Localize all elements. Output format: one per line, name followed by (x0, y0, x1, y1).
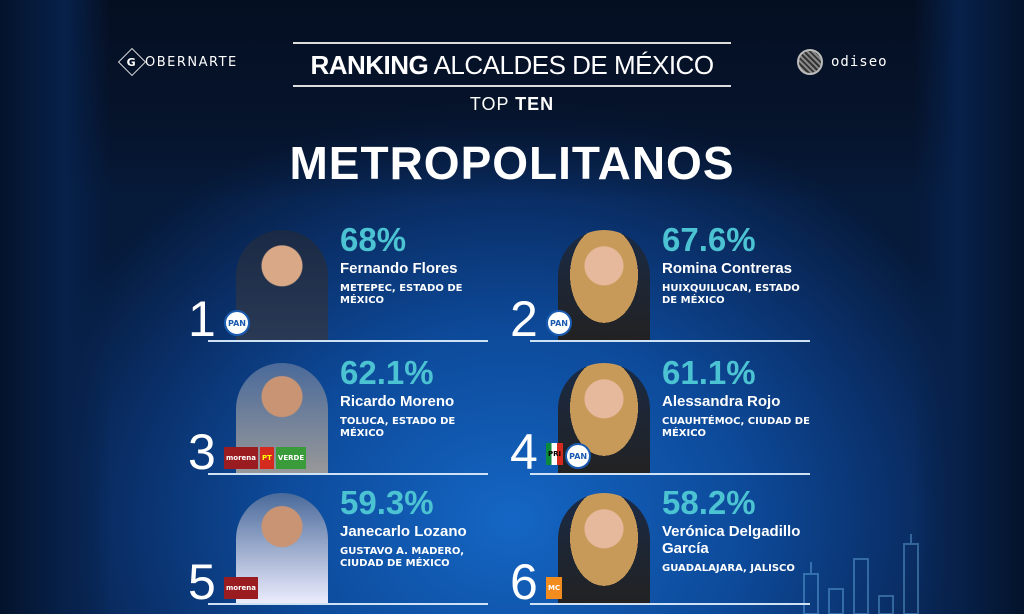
background-edge (0, 0, 110, 614)
party-logo-pri: PRI (546, 443, 564, 465)
rank-number: 2 (510, 291, 538, 347)
mayor-location: GUSTAVO A. MADERO, CIUDAD DE MÉXICO (340, 546, 464, 569)
mayor-photo (558, 230, 650, 342)
approval-percent: 58.2% (662, 484, 756, 521)
rank-number: 5 (188, 554, 216, 610)
party-badges: PRI PAN (546, 443, 592, 469)
approval-percent: 62.1% (340, 354, 434, 391)
party-logo-pan: PAN (224, 310, 250, 336)
mayor-info: 59.3% Janecarlo Lozano GUSTAVO A. MADERO… (340, 485, 488, 570)
rank-number: 3 (188, 424, 216, 480)
party-logo-pan: PAN (565, 443, 592, 469)
ranking-card: 3 morena PT VERDE 62.1% Ricardo Moreno TOL… (188, 355, 488, 480)
card-underline (208, 603, 488, 605)
party-logo-mc: MC (546, 577, 563, 599)
mayor-location: CUAUHTÉMOC, CIUDAD DE MÉXICO (662, 416, 810, 439)
ranking-card: 6 MC 58.2% Verónica Delgadillo García GU… (510, 485, 810, 610)
background-shade (0, 0, 1024, 200)
ranking-card: 1 PAN 68% Fernando Flores METEPEC, ESTAD… (188, 222, 488, 347)
candlestick-decoration (803, 534, 919, 614)
party-badges: PAN (546, 310, 572, 336)
mayor-name: Ricardo Moreno (340, 393, 455, 410)
mayor-info: 61.1% Alessandra Rojo CUAUHTÉMOC, CIUDAD… (662, 355, 810, 440)
party-logo-pt: PT (260, 447, 274, 469)
mayor-info: 62.1% Ricardo Moreno TOLUCA, ESTADO DE M… (340, 355, 488, 440)
title-rule-top (293, 42, 731, 44)
mayor-name: Romina Contreras (662, 260, 793, 277)
approval-percent: 61.1% (662, 354, 756, 391)
mayor-name: Alessandra Rojo (662, 393, 781, 410)
card-underline (530, 340, 810, 342)
party-badges: morena PT VERDE (224, 447, 307, 469)
mayor-info: 68% Fernando Flores METEPEC, ESTADO DE M… (340, 222, 488, 307)
ranking-card: 5 morena 59.3% Janecarlo Lozano GUSTAVO … (188, 485, 488, 610)
party-logo-pan: PAN (546, 310, 572, 336)
ranking-card: 2 PAN 67.6% Romina Contreras HUIXQUILUCA… (510, 222, 810, 347)
mayor-location: TOLUCA, ESTADO DE MÉXICO (340, 416, 456, 439)
mayor-info: 67.6% Romina Contreras HUIXQUILUCAN, EST… (662, 222, 810, 307)
mayor-photo (236, 230, 328, 342)
title-rule-bottom (293, 85, 731, 87)
background-edge (914, 0, 1024, 614)
card-underline (530, 603, 810, 605)
category-heading: METROPOLITANOS (289, 137, 735, 189)
rank-number: 6 (510, 554, 538, 610)
card-underline (208, 473, 488, 475)
odiseo-logo-text: odiseo (831, 54, 888, 70)
approval-percent: 68% (340, 221, 407, 258)
party-badges: morena (224, 577, 259, 599)
approval-percent: 59.3% (340, 484, 434, 521)
mayor-location: METEPEC, ESTADO DE MÉXICO (340, 283, 463, 306)
party-logo-morena: morena (224, 447, 259, 469)
rank-number: 1 (188, 291, 216, 347)
mayor-location: HUIXQUILUCAN, ESTADO DE MÉXICO (662, 283, 800, 306)
mayor-name: Janecarlo Lozano (340, 523, 467, 540)
party-logo-morena: morena (224, 577, 259, 599)
subtitle-bold: TEN (515, 94, 555, 114)
rank-number: 4 (510, 424, 538, 480)
card-underline (208, 340, 488, 342)
party-logo-verde: VERDE (275, 447, 307, 469)
ranking-card: 4 PRI PAN 61.1% Alessandra Rojo CUAUHTÉMO… (510, 355, 810, 480)
page-title: RANKING ALCALDES DE MÉXICO (293, 50, 731, 81)
subtitle-light: TOP (469, 94, 516, 114)
party-badges: PAN (224, 310, 250, 336)
card-underline (530, 473, 810, 475)
mayor-photo (558, 493, 650, 605)
subtitle: TOP TEN (0, 94, 1024, 115)
title-bold: RANKING (310, 50, 429, 80)
party-badges: MC (546, 577, 563, 599)
approval-percent: 67.6% (662, 221, 756, 258)
gobernarte-logo: G OBERNARTE (117, 47, 238, 77)
mayor-name: Verónica Delgadillo García (662, 523, 801, 557)
odiseo-logo: odiseo (797, 49, 888, 75)
mayor-location: GUADALAJARA, JALISCO (662, 563, 795, 574)
mayor-name: Fernando Flores (340, 260, 458, 277)
mayor-info: 58.2% Verónica Delgadillo García GUADALA… (662, 485, 810, 575)
title-rest: ALCALDES DE MÉXICO (428, 50, 714, 80)
